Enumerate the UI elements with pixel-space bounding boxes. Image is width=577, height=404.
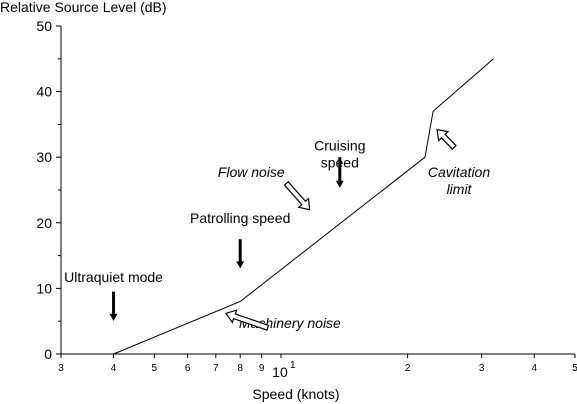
x-tick-label: 7 xyxy=(213,363,219,374)
x-tick-label: 5 xyxy=(572,363,577,374)
annotation-arrow-hollow xyxy=(225,309,270,331)
x-tick-label: 9 xyxy=(259,363,265,374)
annotation-text: Patrolling speed xyxy=(190,210,290,226)
x-tick-label: 4 xyxy=(531,363,537,374)
x-tick-label: 5 xyxy=(152,363,158,374)
x-ticks: 3 4 5 6 7 8 9 10 1 2 3 4 5 xyxy=(58,354,577,380)
annotation-arrow-hollow xyxy=(283,180,311,211)
y-tick-label: 30 xyxy=(36,149,52,165)
plot-area xyxy=(60,26,575,355)
x-tick-label: 3 xyxy=(58,363,64,374)
y-axis-label: Relative Source Level (dB) xyxy=(0,0,167,15)
annotation-arrow-hollow xyxy=(436,128,457,150)
y-tick-label: 0 xyxy=(44,346,52,362)
annotations: Ultraquiet mode Patrolling speed Cruisings… xyxy=(64,128,490,331)
x-tick-label: 8 xyxy=(237,363,243,374)
y-tick-label: 20 xyxy=(36,215,52,231)
x-tick-label: 2 xyxy=(405,363,411,374)
annotation-text: Cavitation limit xyxy=(428,164,490,197)
x-tick-label: 3 xyxy=(479,363,485,374)
y-tick-label: 40 xyxy=(36,84,52,100)
annotation-text: Flow noise xyxy=(218,164,285,180)
y-ticks: 0 10 20 30 40 50 xyxy=(36,18,61,362)
annotation-arrow-solid xyxy=(236,239,245,269)
x-tick-exponent: 1 xyxy=(290,360,296,371)
series-group xyxy=(113,58,494,355)
series-line xyxy=(113,58,494,355)
x-tick-label: 4 xyxy=(111,363,117,374)
y-tick-label: 50 xyxy=(36,18,52,34)
annotation-arrow-solid xyxy=(335,157,344,188)
annotation-arrow-solid xyxy=(109,291,118,321)
x-tick-label: 6 xyxy=(185,363,191,374)
y-tick-label: 10 xyxy=(36,280,52,296)
x-tick-label: 10 xyxy=(272,364,288,380)
annotation-text: Cruisingspeed xyxy=(314,138,365,171)
annotation-text: Ultraquiet mode xyxy=(64,269,163,285)
x-axis-label: Speed (knots) xyxy=(252,386,339,402)
